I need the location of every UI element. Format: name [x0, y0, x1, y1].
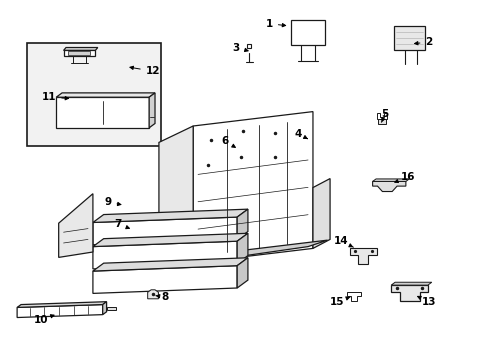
Polygon shape	[390, 285, 427, 301]
Polygon shape	[68, 51, 90, 55]
Polygon shape	[376, 113, 386, 119]
Polygon shape	[159, 126, 193, 242]
Polygon shape	[93, 209, 247, 222]
Text: 13: 13	[417, 296, 435, 307]
Polygon shape	[63, 48, 98, 50]
Text: 4: 4	[294, 129, 307, 139]
Text: 10: 10	[33, 315, 54, 325]
Text: 5: 5	[381, 109, 388, 122]
Polygon shape	[372, 181, 405, 192]
Polygon shape	[207, 240, 327, 261]
Text: 7: 7	[114, 219, 129, 229]
Text: 6: 6	[221, 136, 235, 147]
Polygon shape	[93, 266, 237, 293]
Text: 9: 9	[104, 197, 121, 207]
Polygon shape	[147, 290, 158, 299]
Polygon shape	[63, 50, 95, 56]
FancyBboxPatch shape	[27, 43, 161, 146]
Polygon shape	[237, 258, 247, 288]
Polygon shape	[93, 217, 237, 245]
Polygon shape	[149, 93, 155, 128]
Text: 8: 8	[156, 292, 168, 302]
Text: 2: 2	[414, 37, 432, 47]
Text: 3: 3	[232, 42, 247, 53]
Polygon shape	[93, 258, 247, 271]
Polygon shape	[346, 292, 360, 301]
Polygon shape	[17, 305, 102, 318]
Text: 12: 12	[130, 66, 160, 76]
Polygon shape	[59, 194, 93, 257]
Polygon shape	[102, 302, 106, 315]
Polygon shape	[312, 179, 329, 248]
Polygon shape	[193, 112, 312, 263]
Polygon shape	[372, 179, 408, 181]
Text: 1: 1	[265, 19, 285, 29]
Polygon shape	[93, 241, 237, 269]
Polygon shape	[106, 307, 116, 310]
Text: 16: 16	[394, 172, 415, 183]
Polygon shape	[377, 119, 386, 124]
Polygon shape	[237, 209, 247, 239]
Polygon shape	[349, 248, 376, 264]
Polygon shape	[56, 97, 149, 128]
Polygon shape	[93, 233, 247, 247]
Text: 11: 11	[41, 92, 68, 102]
Polygon shape	[17, 302, 106, 307]
Polygon shape	[56, 93, 155, 97]
Polygon shape	[393, 26, 425, 50]
Text: 14: 14	[333, 236, 353, 247]
Text: 15: 15	[329, 297, 349, 307]
Polygon shape	[290, 20, 325, 45]
Polygon shape	[390, 282, 431, 285]
Polygon shape	[237, 233, 247, 264]
